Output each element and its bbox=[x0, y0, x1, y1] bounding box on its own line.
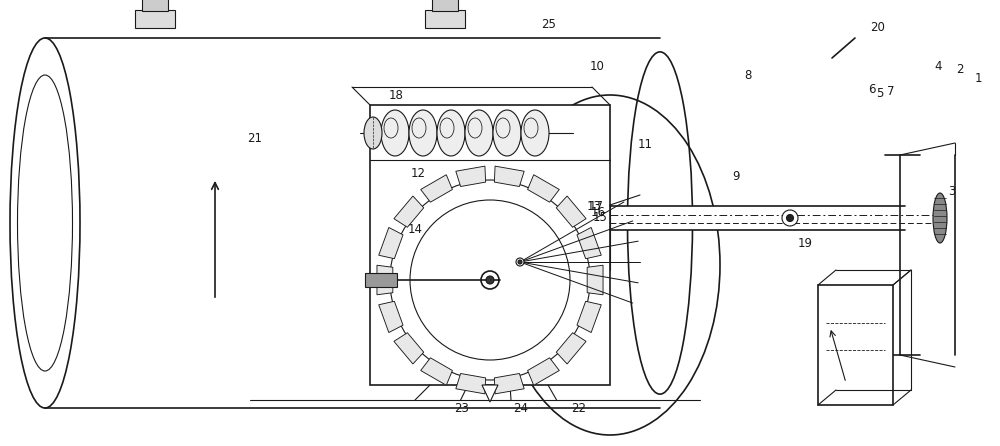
Ellipse shape bbox=[10, 38, 80, 408]
Ellipse shape bbox=[437, 110, 465, 156]
Bar bbox=[610, 206, 905, 230]
Ellipse shape bbox=[628, 52, 692, 394]
Text: 18: 18 bbox=[389, 89, 403, 103]
Polygon shape bbox=[528, 175, 559, 202]
Bar bbox=[425, 10, 465, 28]
Text: 9: 9 bbox=[732, 169, 740, 183]
Text: 6: 6 bbox=[868, 83, 876, 96]
Polygon shape bbox=[456, 166, 486, 186]
Polygon shape bbox=[456, 373, 486, 394]
Polygon shape bbox=[482, 385, 498, 402]
Polygon shape bbox=[494, 166, 524, 186]
Polygon shape bbox=[556, 333, 586, 364]
Bar bbox=[432, 0, 458, 11]
Text: 22: 22 bbox=[572, 401, 586, 415]
Polygon shape bbox=[379, 227, 403, 259]
Text: 3: 3 bbox=[948, 185, 956, 198]
Ellipse shape bbox=[521, 110, 549, 156]
Text: 10: 10 bbox=[590, 59, 604, 73]
Polygon shape bbox=[577, 301, 601, 333]
Bar bbox=[365, 273, 397, 287]
Polygon shape bbox=[421, 175, 452, 202]
Text: 16: 16 bbox=[590, 206, 606, 219]
Polygon shape bbox=[377, 265, 393, 295]
Ellipse shape bbox=[516, 258, 524, 266]
Text: 7: 7 bbox=[887, 85, 895, 98]
Text: 8: 8 bbox=[744, 69, 752, 83]
Text: 15: 15 bbox=[593, 211, 607, 224]
Ellipse shape bbox=[933, 193, 947, 243]
Text: 2: 2 bbox=[956, 62, 964, 76]
Text: 13: 13 bbox=[587, 199, 601, 213]
Text: 1: 1 bbox=[974, 71, 982, 85]
Ellipse shape bbox=[786, 215, 794, 222]
Ellipse shape bbox=[381, 110, 409, 156]
Ellipse shape bbox=[465, 110, 493, 156]
Bar bbox=[135, 10, 175, 28]
Ellipse shape bbox=[518, 260, 522, 264]
Text: 21: 21 bbox=[248, 132, 262, 145]
Bar bbox=[818, 285, 893, 405]
Text: 5: 5 bbox=[876, 87, 884, 100]
Text: 11: 11 bbox=[638, 138, 652, 152]
Polygon shape bbox=[394, 196, 424, 227]
Text: 20: 20 bbox=[871, 21, 885, 34]
Ellipse shape bbox=[364, 117, 382, 149]
Polygon shape bbox=[379, 301, 403, 333]
Text: 19: 19 bbox=[798, 236, 812, 250]
Ellipse shape bbox=[390, 180, 590, 380]
Text: 17: 17 bbox=[588, 199, 604, 213]
Polygon shape bbox=[587, 265, 603, 295]
Polygon shape bbox=[394, 333, 424, 364]
Text: 25: 25 bbox=[542, 18, 556, 31]
Polygon shape bbox=[528, 358, 559, 385]
Text: 24: 24 bbox=[514, 401, 528, 415]
Ellipse shape bbox=[782, 210, 798, 226]
Bar bbox=[142, 0, 168, 11]
Bar bbox=[370, 105, 610, 385]
Text: 14: 14 bbox=[408, 223, 422, 236]
Ellipse shape bbox=[481, 271, 499, 289]
Text: 4: 4 bbox=[934, 59, 942, 73]
Text: 23: 23 bbox=[455, 401, 469, 415]
Ellipse shape bbox=[486, 276, 494, 284]
Ellipse shape bbox=[493, 110, 521, 156]
Polygon shape bbox=[421, 358, 452, 385]
Polygon shape bbox=[556, 196, 586, 227]
Text: 12: 12 bbox=[411, 167, 426, 181]
Polygon shape bbox=[494, 373, 524, 394]
Polygon shape bbox=[577, 227, 601, 259]
Ellipse shape bbox=[409, 110, 437, 156]
